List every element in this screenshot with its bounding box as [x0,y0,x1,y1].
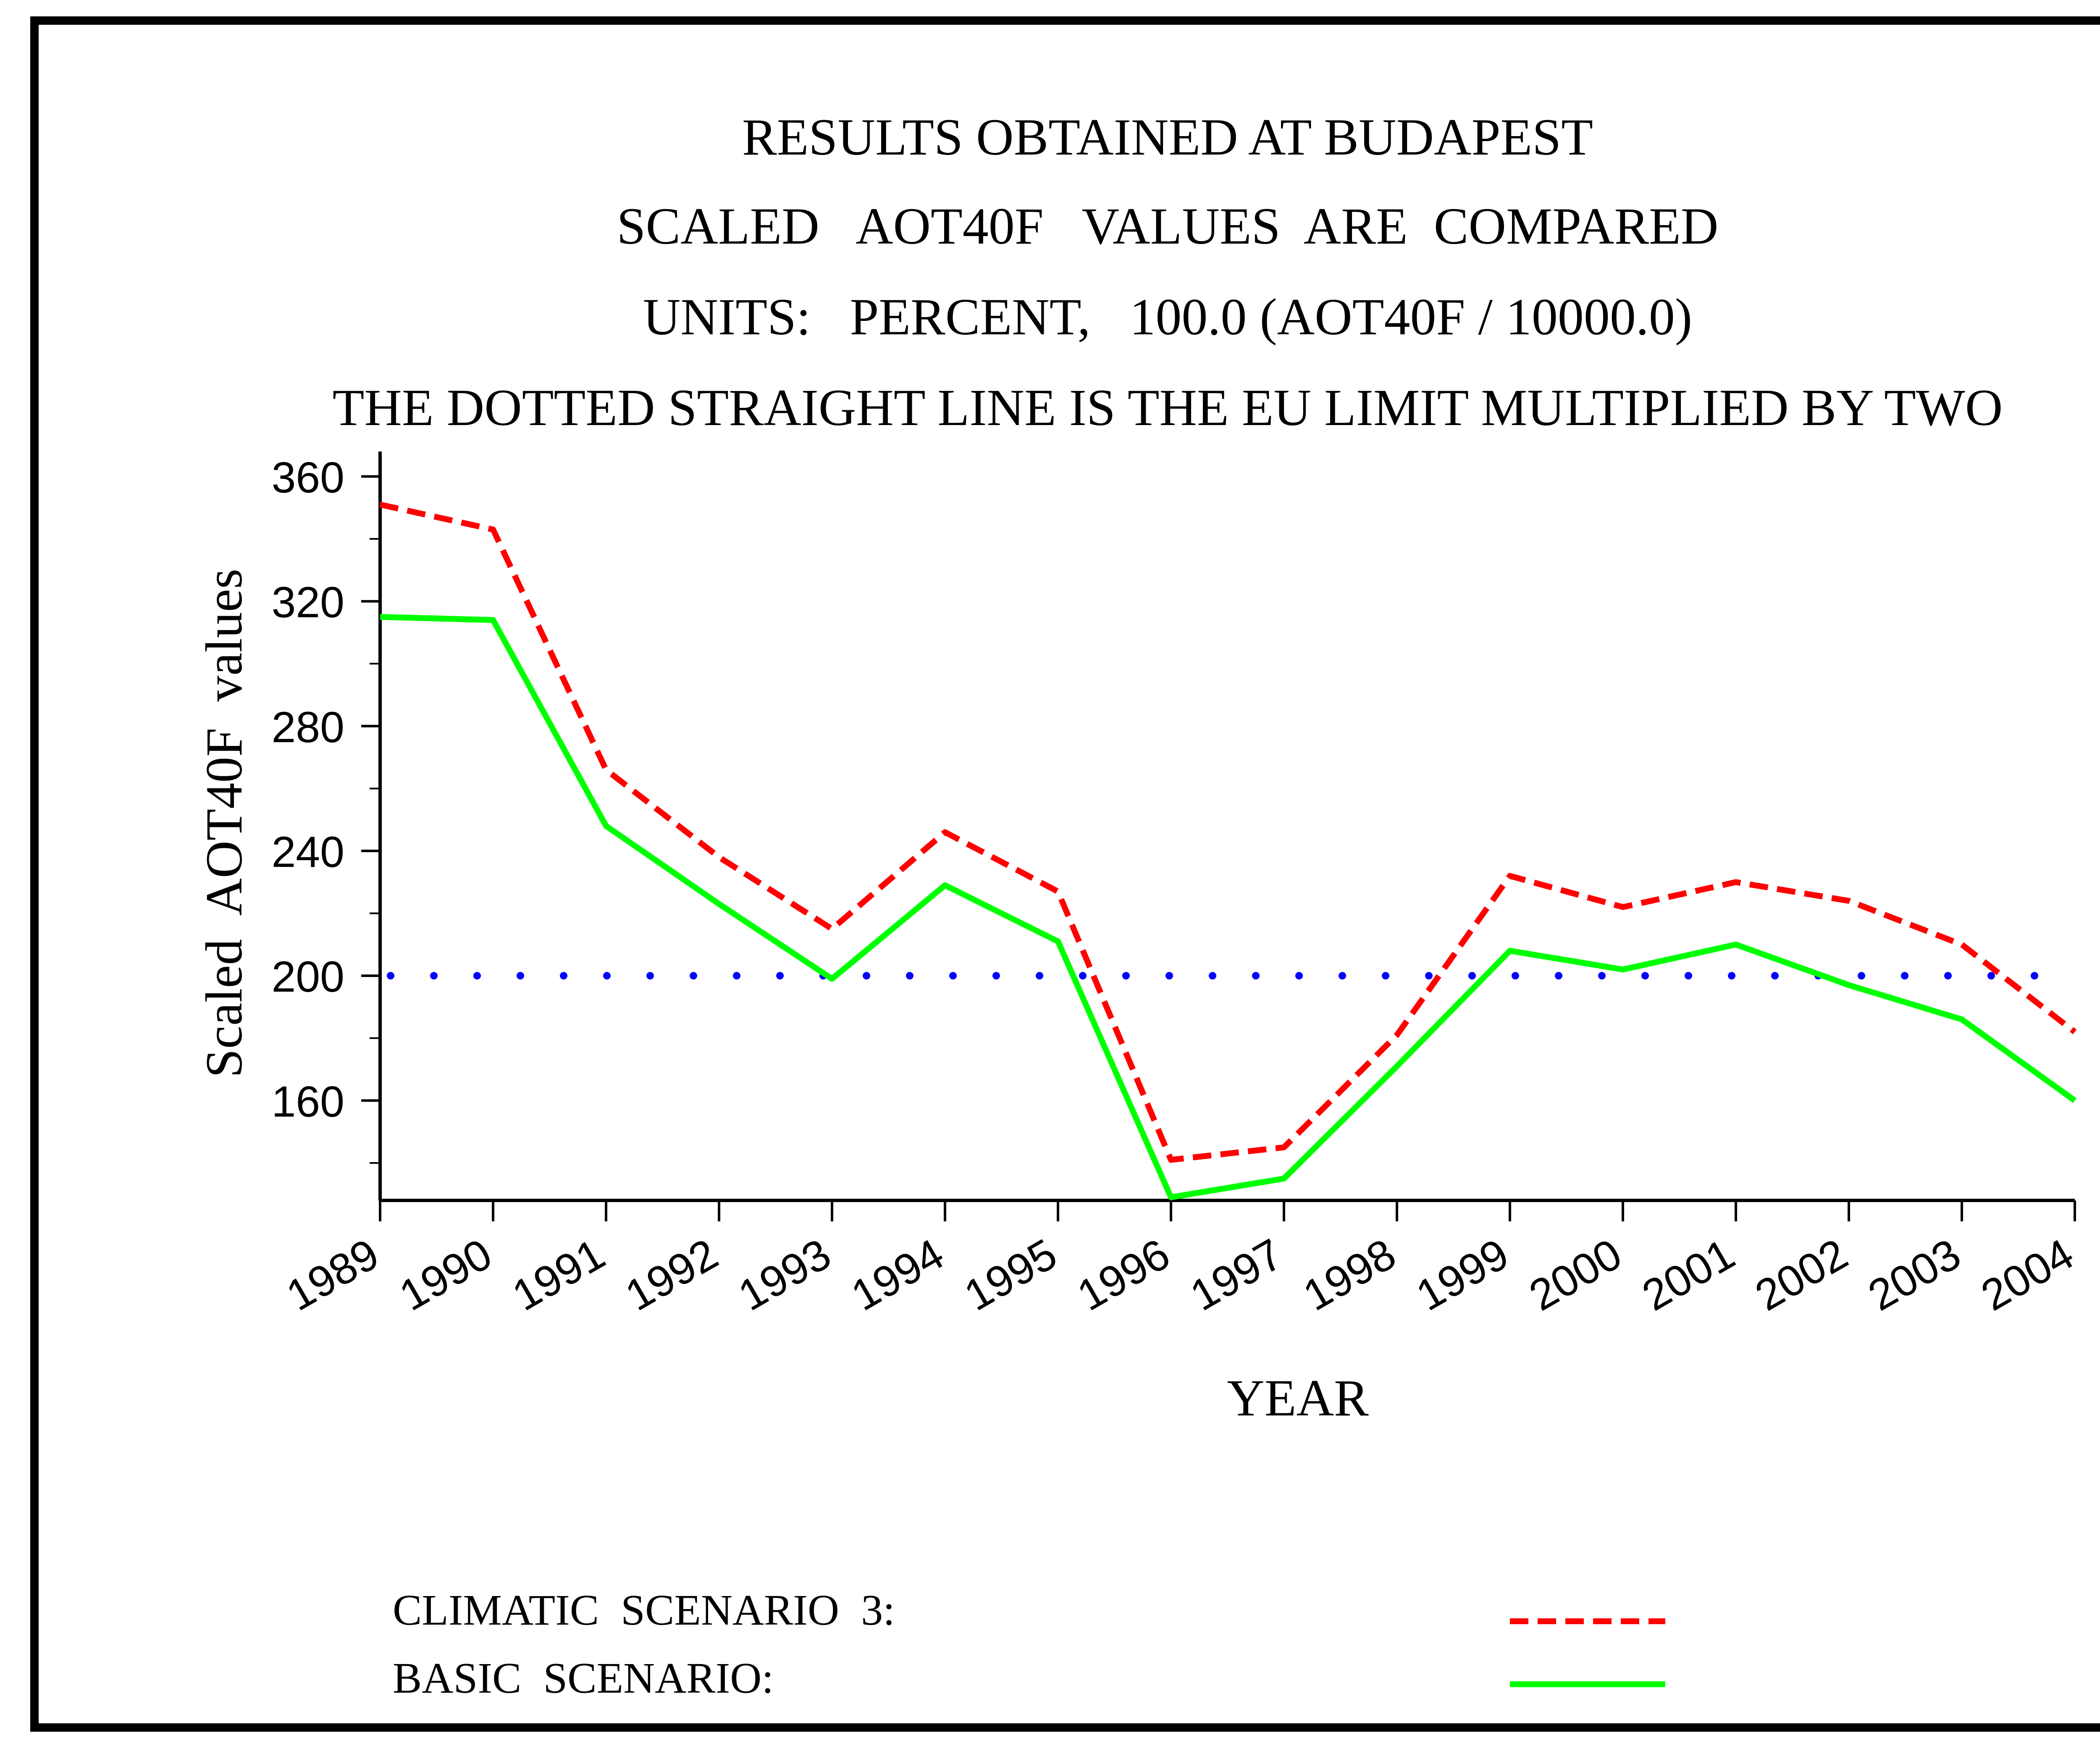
x-tick-label: 2004 [1973,1229,2082,1320]
x-tick-label: 2000 [1521,1229,1630,1320]
x-tick-label: 2002 [1747,1229,1856,1320]
x-tick-label: 1989 [278,1229,387,1320]
x-tick-label: 1994 [843,1229,952,1320]
x-tick-label: 1993 [730,1229,839,1320]
x-axis-label: YEAR [1227,1369,1369,1427]
chart-title-line-3: UNITS: PERCENT, 100.0 (AOT40F / 10000.0) [643,288,1692,346]
legend-label-climatic: CLIMATIC SCENARIO 3: [393,1586,895,1634]
x-tick-label: 1996 [1069,1229,1178,1320]
y-axis-label: Scaled AOT40F values [195,569,253,1078]
x-tick-label: 1990 [391,1229,500,1320]
legend: CLIMATIC SCENARIO 3: BASIC SCENARIO: [393,1586,1665,1702]
x-tick-label: 1995 [956,1229,1065,1320]
x-tick-label: 2001 [1634,1229,1743,1320]
x-tick-label: 1998 [1295,1229,1404,1320]
chart-title-line-2: SCALED AOT40F VALUES ARE COMPARED [617,197,1719,255]
x-tick-label: 1999 [1408,1229,1517,1320]
x-tick-label: 1991 [504,1229,613,1320]
x-tick-label: 1997 [1182,1229,1291,1320]
y-tick-label: 160 [271,1077,344,1126]
y-tick-label: 240 [271,828,344,877]
y-tick-label: 200 [271,953,344,1001]
x-tick-label: 2003 [1860,1229,1969,1320]
y-tick-label: 280 [271,703,344,752]
x-tick-label: 1992 [617,1229,726,1320]
plot-area [379,501,2077,1200]
y-tick-label: 360 [271,453,344,502]
chart-title-line-1: RESULTS OBTAINED AT BUDAPEST [742,108,1593,166]
legend-label-basic: BASIC SCENARIO: [393,1654,774,1702]
y-tick-label: 320 [271,578,344,627]
series-line-climatic-scenario-3 [379,501,2077,1163]
chart-title-line-4: THE DOTTED STRAIGHT LINE IS THE EU LIMIT… [333,379,2003,436]
series-line-basic-scenario [380,614,2077,1200]
chart-frame [30,16,2100,1732]
